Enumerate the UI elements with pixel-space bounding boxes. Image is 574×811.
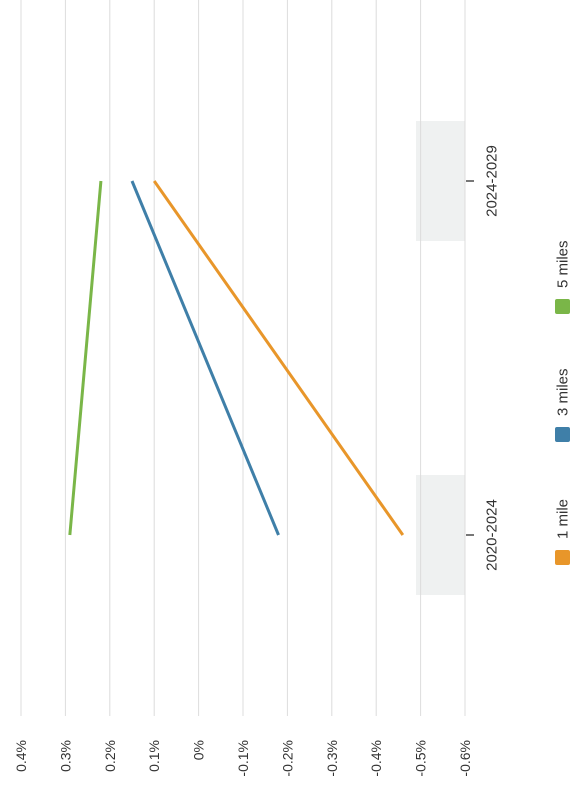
legend-label-5-miles: 5 miles xyxy=(555,240,572,288)
category-bands xyxy=(416,121,465,595)
category-label-2024-2029: 2024-2029 xyxy=(484,145,501,217)
legend-label-1-mile: 1 mile xyxy=(555,499,572,539)
y-axis-tick-labels: 0.4% 0.3% 0.2% 0.1% 0% -0.1% -0.2% -0.3% -0.4% -0… xyxy=(13,740,473,777)
series-line-5-miles xyxy=(68,180,103,536)
y-tick-label: 0.4% xyxy=(13,740,29,772)
y-tick-label: 0.3% xyxy=(57,740,73,772)
legend-swatch-5-miles xyxy=(555,299,570,314)
y-tick-label: 0% xyxy=(191,740,207,760)
category-band-2020-2024 xyxy=(416,475,465,595)
series-lines xyxy=(68,180,405,536)
series-line-1-mile xyxy=(152,180,405,536)
y-tick-label: -0.5% xyxy=(413,740,429,777)
y-tick-label: 0.1% xyxy=(146,740,162,772)
category-axis: 2020-2024 2024-2029 xyxy=(466,145,501,571)
y-tick-label: -0.4% xyxy=(368,740,384,777)
legend-swatch-1-mile xyxy=(555,550,570,565)
category-band-2024-2029 xyxy=(416,121,465,241)
y-tick-label: -0.2% xyxy=(279,740,295,777)
y-tick-label: 0.2% xyxy=(102,740,118,772)
legend[interactable]: 1 mile 3 miles 5 miles xyxy=(555,240,572,565)
y-tick-label: -0.6% xyxy=(457,740,473,777)
y-tick-label: -0.1% xyxy=(235,740,251,777)
legend-swatch-3-miles xyxy=(555,427,570,442)
category-label-2020-2024: 2020-2024 xyxy=(484,499,501,571)
series-line-3-miles xyxy=(130,180,280,536)
gridlines xyxy=(20,0,466,716)
y-tick-label: -0.3% xyxy=(324,740,340,777)
legend-label-3-miles: 3 miles xyxy=(555,368,572,416)
